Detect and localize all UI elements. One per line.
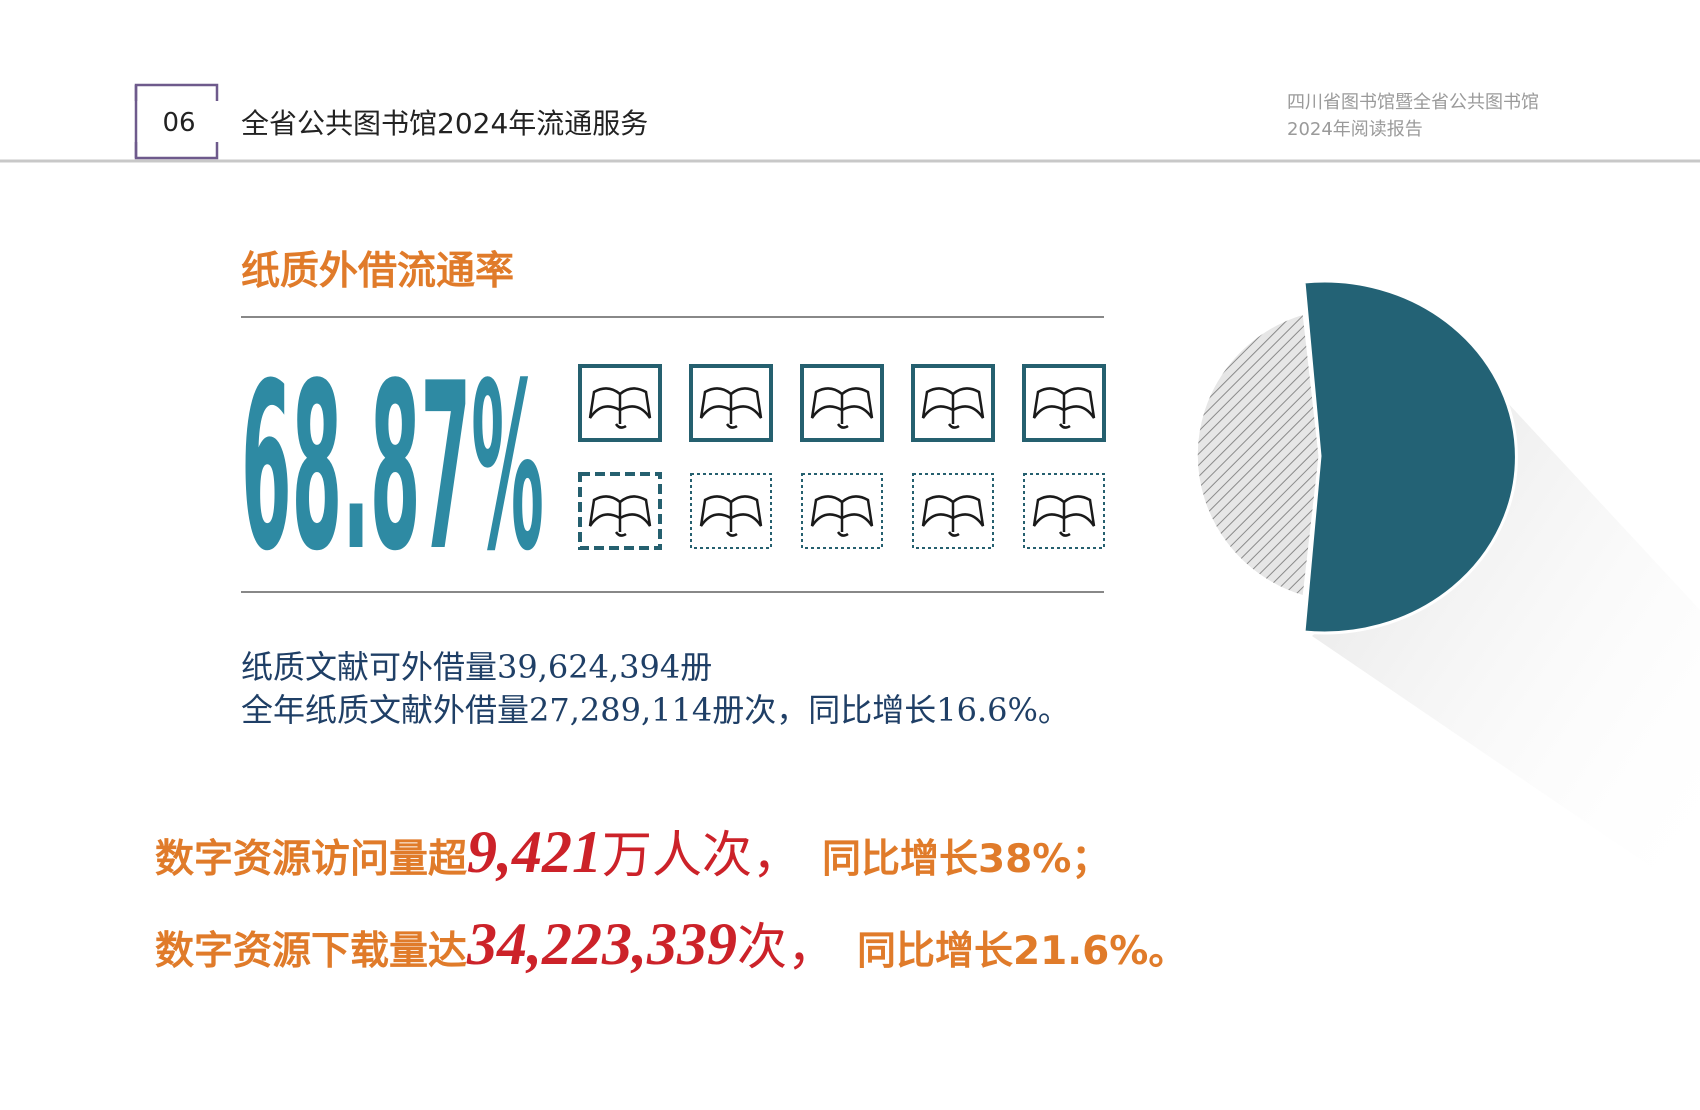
icon-frame <box>800 364 884 442</box>
digital-growth: 同比增长38%； <box>822 837 1111 882</box>
digital-lead: 数字资源访问量超 <box>155 837 468 882</box>
header-title: 全省公共图书馆2024年流通服务 <box>241 107 648 140</box>
icon-frame <box>801 473 883 549</box>
book-icon <box>1032 495 1096 537</box>
report-title: 2024年阅读报告 <box>1287 119 1423 140</box>
icon-frame <box>578 472 662 550</box>
book-icon <box>588 495 652 537</box>
book-icon <box>921 387 985 429</box>
icon-frame <box>690 473 772 549</box>
book-icon <box>699 387 763 429</box>
icon-frame <box>578 364 662 442</box>
icon-frame <box>912 473 994 549</box>
description: 全年纸质文献外借量27,289,114册次，同比增长16.6%。 <box>241 691 1070 729</box>
icon-frame <box>1022 364 1106 442</box>
digital-lead: 数字资源下载量达 <box>155 929 468 974</box>
pie-slice <box>1302 279 1518 635</box>
book-icon <box>921 495 985 537</box>
pie-shadow <box>1312 330 1700 900</box>
book-icons <box>578 364 1106 550</box>
pie-slice <box>1194 311 1322 599</box>
icon-frame <box>689 364 773 442</box>
section-title: 纸质外借流通率 <box>241 249 514 294</box>
description: 纸质文献可外借量39,624,394册 <box>241 648 713 686</box>
rate: 68.87% <box>241 335 544 602</box>
digital-number: 9,421 <box>467 819 603 885</box>
digital-number: 34,223,339 <box>467 911 738 977</box>
digital-unit: 次， <box>737 919 838 975</box>
page-number: 06 <box>162 108 195 138</box>
book-icon <box>810 495 874 537</box>
digital-line: 数字资源访问量超9,421万人次， 同比增长38%； <box>155 815 1110 887</box>
icon-frame <box>1023 473 1105 549</box>
report-title: 四川省图书馆暨全省公共图书馆 <box>1287 92 1539 113</box>
book-icon <box>699 495 763 537</box>
book-icon <box>588 387 652 429</box>
digital-growth: 同比增长21.6%。 <box>857 929 1188 974</box>
digital-line: 数字资源下载量达34,223,339次， 同比增长21.6%。 <box>155 907 1187 979</box>
icon-frame <box>911 364 995 442</box>
book-icon <box>810 387 874 429</box>
digital-unit: 万人次， <box>602 827 803 883</box>
book-icon <box>1032 387 1096 429</box>
